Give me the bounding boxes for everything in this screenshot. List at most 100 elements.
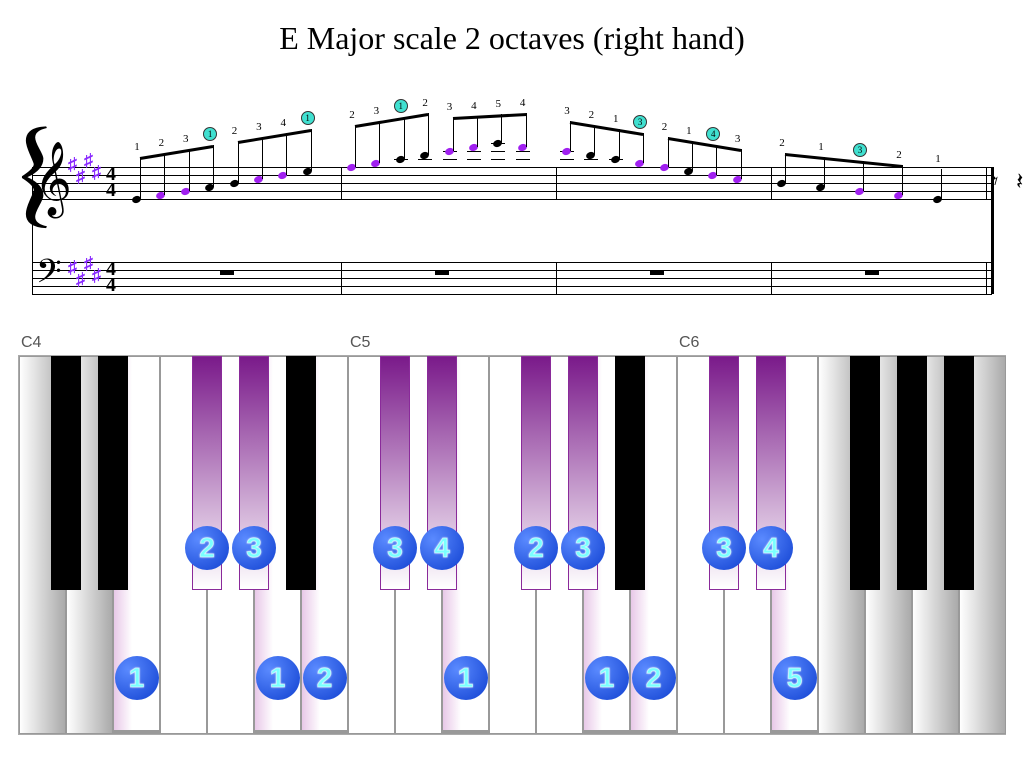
fingering-number: 1 [815,141,827,153]
note-stem [692,141,693,171]
fingering-number: 1 [683,125,695,137]
barline [341,262,342,294]
fingering-number: 3 [180,133,192,145]
piano-keyboard: 112112523342334C4C5C6 [18,355,1006,735]
staff-line [32,175,992,176]
finger-badge: 5 [773,656,817,700]
note-stem [477,116,478,147]
ledger-line [418,159,432,160]
beam [237,129,311,144]
note-stem [902,165,903,195]
barline [341,167,342,199]
fingering-number: 1 [932,153,944,165]
finger-badge: 3 [373,526,417,570]
ledger-line [443,159,457,160]
fingering-number: 3 [370,105,382,117]
note-stem [189,149,190,191]
note-stem [526,113,527,147]
staff-notation: 𝄔 𝄞𝄢♯♯♯♯♯♯♯♯4444123123412312345432132143… [12,67,1012,297]
beam [452,113,526,120]
note-stem [824,157,825,187]
ledger-line [560,159,574,160]
fingering-number: 3 [561,105,573,117]
fingering-number: 2 [229,125,241,137]
octave-label: C6 [679,334,699,352]
fingering-number: 4 [517,97,529,109]
staff-line [32,294,992,295]
note-stem [570,121,571,151]
fingering-number: 3 [633,115,647,129]
note-stem [668,137,669,167]
system-barline [32,167,33,294]
note-stem [213,145,214,187]
barline [986,167,987,199]
staff-line [32,262,992,263]
sharp-icon: ♯ [92,266,101,284]
black-key [51,356,81,590]
note-stem [453,117,454,151]
octave-label: C4 [21,334,41,352]
quarter-rest-icon: 𝄽 [1016,169,1023,196]
bass-clef-icon: 𝄢 [36,256,62,296]
finger-badge: 1 [585,656,629,700]
fingering-number: 4 [706,127,720,141]
octave-label: C5 [350,334,370,352]
finger-badge: 2 [514,526,558,570]
note-stem [594,125,595,155]
fingering-number: 1 [301,111,315,125]
barline [986,262,987,294]
fingering-number: 4 [277,117,289,129]
whole-rest [650,270,664,275]
finger-badge: 1 [115,656,159,700]
barline [556,262,557,294]
sharp-icon: ♯ [92,163,101,181]
black-key [615,356,645,590]
finger-badge: 2 [632,656,676,700]
ledger-line [491,159,505,160]
note-stem [140,157,141,199]
staff-line [32,167,992,168]
fingering-number: 4 [468,100,480,112]
fingering-number: 3 [444,101,456,113]
note-stem [355,125,356,167]
fingering-number: 5 [492,98,504,110]
black-key [98,356,128,590]
staff-line [32,199,992,200]
black-key [286,356,316,590]
finger-badge: 1 [256,656,300,700]
note-stem [785,153,786,183]
note-stem [311,129,312,171]
beam [785,153,903,168]
system-barline [991,167,994,294]
staff-line [32,270,992,271]
fingering-number: 1 [610,113,622,125]
fingering-number: 2 [155,137,167,149]
fingering-number: 2 [893,149,905,161]
finger-badge: 2 [303,656,347,700]
beam [355,113,429,128]
note-stem [716,145,717,175]
whole-rest [435,270,449,275]
note-stem [941,169,942,199]
ledger-line [467,159,481,160]
note-stem [501,114,502,143]
fingering-number: 1 [394,99,408,113]
finger-badge: 1 [444,656,488,700]
whole-rest [865,270,879,275]
ledger-line [516,159,530,160]
barline [771,262,772,294]
note-stem [863,161,864,191]
ledger-line [491,151,505,152]
black-key [850,356,880,590]
fingering-number: 3 [853,143,867,157]
staff-line [32,278,992,279]
note-stem [164,153,165,195]
note-stem [404,117,405,159]
fingering-number: 2 [776,137,788,149]
page-title: E Major scale 2 octaves (right hand) [0,0,1024,67]
fingering-number: 3 [732,133,744,145]
black-key [897,356,927,590]
note-stem [379,121,380,163]
beam [140,145,214,160]
finger-badge: 4 [749,526,793,570]
